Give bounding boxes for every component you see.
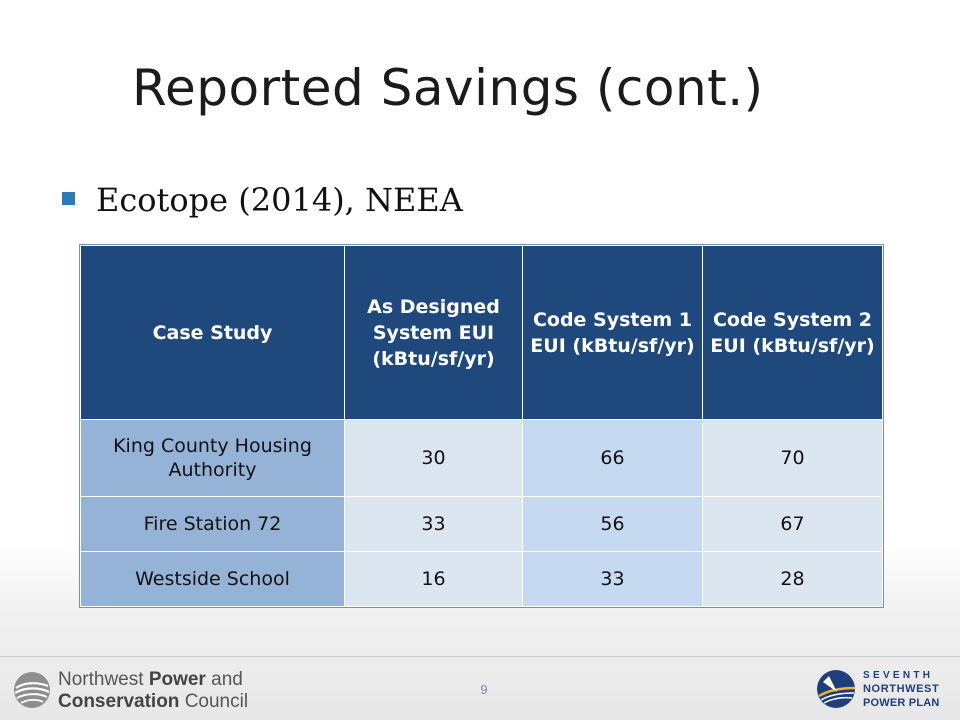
table-row: Westside School 16 33 28	[80, 551, 883, 607]
table-row: Fire Station 72 33 56 67	[80, 496, 883, 552]
table-cell: 67	[702, 496, 883, 552]
slide-title: Reported Savings (cont.)	[132, 59, 764, 117]
table-header-row: Case Study As Designed System EUI (kBtu/…	[80, 245, 883, 420]
table-row: King County Housing Authority 30 66 70	[80, 419, 883, 497]
bullet-text: Ecotope (2014), NEEA	[96, 181, 463, 219]
table-cell: 33	[344, 496, 523, 552]
council-logo: Northwest Power and Conservation Council	[10, 664, 250, 714]
logo-text-seventh: SEVENTH	[863, 670, 934, 681]
table-cell: 56	[522, 496, 703, 552]
table-cell: 66	[522, 419, 703, 497]
savings-table: Case Study As Designed System EUI (kBtu/…	[79, 244, 884, 608]
power-plan-logo: SEVENTH NORTHWEST POWER PLAN	[815, 668, 955, 714]
table-cell: 33	[522, 551, 703, 607]
table-cell: 16	[344, 551, 523, 607]
power-plan-emblem-icon	[817, 670, 856, 708]
table-cell: 70	[702, 419, 883, 497]
table-cell: 30	[344, 419, 523, 497]
footer-divider	[0, 656, 960, 657]
council-swirl-icon	[14, 672, 50, 708]
row-label: Westside School	[80, 551, 345, 607]
row-label: Fire Station 72	[80, 496, 345, 552]
row-label: King County Housing Authority	[80, 419, 345, 497]
council-name-line1: Northwest Power and	[58, 669, 243, 690]
page-number: 9	[480, 682, 488, 697]
column-header-code-system-2: Code System 2 EUI (kBtu/sf/yr)	[702, 245, 883, 420]
table-cell: 28	[702, 551, 883, 607]
logo-text-power-plan: POWER PLAN	[863, 697, 940, 709]
column-header-case-study: Case Study	[80, 245, 345, 420]
column-header-code-system-1: Code System 1 EUI (kBtu/sf/yr)	[522, 245, 703, 420]
logo-text-northwest: NORTHWEST	[863, 683, 940, 695]
council-name-line2: Conservation Council	[58, 691, 249, 712]
square-bullet-icon	[62, 192, 75, 205]
column-header-as-designed: As Designed System EUI (kBtu/sf/yr)	[344, 245, 523, 420]
